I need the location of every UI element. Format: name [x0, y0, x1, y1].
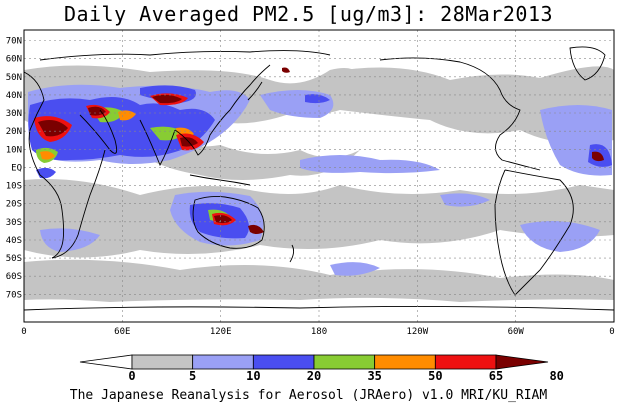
lat-label-eq: EQ: [11, 163, 22, 173]
lon-label-60w: 60W: [508, 327, 525, 337]
lat-label-20s: 20S: [6, 200, 22, 210]
lon-label-0-east: 0: [609, 327, 614, 337]
colorbar-label-0: 0: [128, 369, 135, 383]
lat-label-30s: 30S: [6, 218, 22, 228]
colorbar-segment-1: [131, 354, 194, 370]
coastlines: [24, 46, 614, 311]
colorbar-label-10: 10: [246, 369, 260, 383]
lat-label-20n: 20N: [6, 127, 22, 137]
lat-label-10n: 10N: [6, 145, 22, 155]
colorbar-label-20: 20: [307, 369, 321, 383]
lon-label-180: 180: [311, 327, 327, 337]
lat-label-10s: 10S: [6, 182, 22, 192]
pm25-field-above-80: [38, 67, 604, 234]
lon-label-120e: 120E: [210, 327, 232, 337]
lat-label-70n: 70N: [6, 37, 22, 47]
lon-label-120w: 120W: [406, 327, 428, 337]
lat-label-40s: 40S: [6, 236, 22, 246]
colorbar-segment-6: [434, 354, 497, 370]
map-title: Daily Averaged PM2.5 [ug/m3]: 28Mar2013: [63, 2, 554, 26]
lon-label-60e: 60E: [114, 327, 130, 337]
colorbar-segment-3: [252, 354, 315, 370]
colorbar-label-80: 80: [549, 369, 563, 383]
graticule: [24, 30, 614, 322]
colorbar-label-5: 5: [189, 369, 196, 383]
lat-label-30n: 30N: [6, 109, 22, 119]
lat-label-50s: 50S: [6, 254, 22, 264]
colorbar-segment-5: [374, 354, 436, 370]
pm25-field-50-65: [40, 110, 194, 160]
colorbar: 0 5 10 20 35 50 65 80: [79, 354, 564, 383]
colorbar-segment-0: [79, 354, 133, 370]
latitude-axis: 70N 60N 50N 40N 30N 20N 10N EQ 10S 20S 3…: [6, 37, 22, 301]
footer-credit: The Japanese Reanalysis for Aerosol (JRA…: [69, 388, 548, 403]
lat-label-40n: 40N: [6, 91, 22, 101]
lat-label-70s: 70S: [6, 290, 22, 300]
colorbar-label-50: 50: [428, 369, 442, 383]
map-frame: [23, 29, 615, 323]
lat-label-50n: 50N: [6, 73, 22, 83]
lon-label-0-west: 0: [21, 327, 26, 337]
colorbar-segment-4: [313, 354, 376, 370]
lat-label-60s: 60S: [6, 272, 22, 282]
colorbar-segment-2: [192, 354, 254, 370]
colorbar-segment-7: [495, 354, 549, 370]
lat-label-60n: 60N: [6, 55, 22, 65]
colorbar-label-65: 65: [489, 369, 503, 383]
longitude-axis: 0 60E 120E 180 120W 60W 0: [21, 327, 614, 337]
colorbar-label-35: 35: [367, 369, 381, 383]
